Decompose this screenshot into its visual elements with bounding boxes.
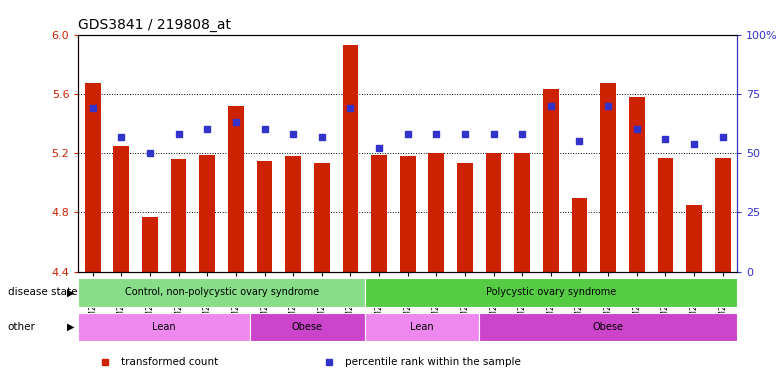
- Point: [545, 103, 557, 109]
- Point: [315, 133, 328, 139]
- Bar: [686, 205, 702, 271]
- Bar: [85, 83, 100, 271]
- Text: Lean: Lean: [152, 322, 176, 332]
- Point: [659, 136, 672, 142]
- Point: [115, 133, 128, 139]
- Bar: [486, 153, 502, 271]
- Bar: [114, 146, 129, 271]
- Point: [516, 131, 528, 137]
- Bar: [601, 83, 616, 271]
- Text: Obese: Obese: [593, 322, 623, 332]
- Point: [430, 131, 443, 137]
- Point: [573, 138, 586, 144]
- Text: percentile rank within the sample: percentile rank within the sample: [345, 357, 521, 367]
- Bar: [543, 89, 559, 271]
- Bar: [78, 278, 365, 306]
- Text: disease state: disease state: [8, 287, 78, 297]
- Point: [143, 150, 156, 156]
- Text: ▶: ▶: [67, 287, 74, 297]
- Bar: [514, 153, 530, 271]
- Text: other: other: [8, 322, 36, 332]
- Point: [372, 145, 385, 151]
- Point: [717, 133, 729, 139]
- Point: [344, 105, 357, 111]
- Point: [488, 131, 500, 137]
- Bar: [199, 155, 215, 271]
- Point: [258, 126, 270, 132]
- Bar: [256, 161, 272, 271]
- Text: ▶: ▶: [67, 322, 74, 332]
- Bar: [142, 217, 158, 271]
- Bar: [457, 164, 473, 271]
- Bar: [658, 157, 673, 271]
- Bar: [250, 313, 365, 341]
- Bar: [629, 97, 644, 271]
- Bar: [314, 164, 329, 271]
- Point: [86, 105, 99, 111]
- Text: Obese: Obese: [292, 322, 323, 332]
- Text: Control, non-polycystic ovary syndrome: Control, non-polycystic ovary syndrome: [125, 287, 318, 297]
- Text: Polycystic ovary syndrome: Polycystic ovary syndrome: [486, 287, 616, 297]
- Point: [459, 131, 471, 137]
- Bar: [343, 45, 358, 271]
- Text: transformed count: transformed count: [122, 357, 219, 367]
- Point: [630, 126, 643, 132]
- Point: [287, 131, 299, 137]
- Point: [688, 141, 700, 147]
- Point: [230, 119, 242, 125]
- Bar: [365, 278, 737, 306]
- Point: [602, 103, 615, 109]
- Bar: [285, 156, 301, 271]
- Bar: [715, 157, 731, 271]
- Bar: [228, 106, 244, 271]
- Point: [172, 131, 185, 137]
- Text: Lean: Lean: [410, 322, 434, 332]
- Bar: [78, 313, 250, 341]
- Point: [401, 131, 414, 137]
- Bar: [171, 159, 187, 271]
- Bar: [428, 153, 445, 271]
- Bar: [400, 156, 416, 271]
- Bar: [572, 197, 587, 271]
- Text: GDS3841 / 219808_at: GDS3841 / 219808_at: [78, 18, 231, 32]
- Bar: [371, 155, 387, 271]
- Bar: [365, 313, 479, 341]
- Point: [201, 126, 213, 132]
- Bar: [479, 313, 737, 341]
